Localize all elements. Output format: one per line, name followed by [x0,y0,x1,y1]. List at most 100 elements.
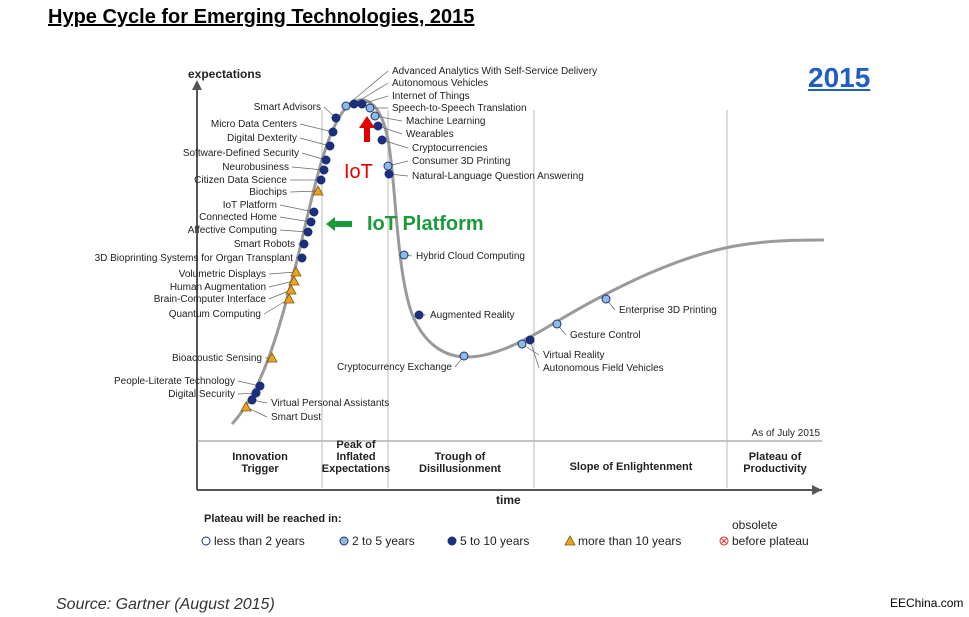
tech-label-people-literate-technology: People-Literate Technology [114,376,235,387]
tech-label-enterprise-3d-printing: Enterprise 3D Printing [619,305,717,316]
year-badge[interactable]: 2015 [808,62,871,93]
y-axis-label: expectations [188,67,262,81]
tech-label-smart-dust: Smart Dust [271,412,321,423]
hype-curve [230,98,825,426]
tech-label-speech-to-speech-translation: Speech-to-Speech Translation [392,103,527,114]
leader-line [279,204,315,213]
tech-marker-volumetric-displays [290,266,302,277]
tech-marker-autonomous-field-vehicles [525,335,535,345]
as-of-label: As of July 2015 [752,428,821,439]
legend-marker-less_than_2 [201,536,211,546]
legend-title: Plateau will be reached in: [204,513,342,525]
y-axis-arrow [192,80,202,90]
tech-label-3d-bioprinting-systems-for-organ-transplant: 3D Bioprinting Systems for Organ Transpl… [95,253,294,264]
tech-label-quantum-computing: Quantum Computing [169,309,261,320]
legend-label-more_than_10: more than 10 years [578,534,681,548]
tech-label-digital-security: Digital Security [168,389,235,400]
leader-line [268,280,295,288]
tech-label-smart-robots: Smart Robots [234,239,295,250]
phase-label: Productivity [743,463,807,475]
tech-marker-micro-data-centers [328,127,338,137]
tech-label-virtual-reality: Virtual Reality [543,350,605,361]
iot-arrow [359,116,375,142]
tech-marker-consumer-3d-printing [383,161,393,171]
tech-label-machine-learning: Machine Learning [406,116,486,127]
tech-marker-virtual-personal-assistants [247,395,257,405]
tech-label-software-defined-security: Software-Defined Security [183,148,299,159]
phase-label: Plateau of [749,451,802,463]
legend-marker-five_to_10 [447,536,457,546]
legend-label-five_to_10: 5 to 10 years [460,534,529,548]
tech-label-autonomous-vehicles: Autonomous Vehicles [392,78,488,89]
tech-marker-enterprise-3d-printing [601,294,611,304]
tech-label-volumetric-displays: Volumetric Displays [179,269,266,280]
tech-label-consumer-3d-printing: Consumer 3D Printing [412,156,510,167]
iot-annotation: IoT [344,161,373,183]
tech-marker-connected-home [306,217,316,227]
phase-label: Innovation [232,451,288,463]
tech-label-advanced-analytics-with-self-service-delivery: Advanced Analytics With Self-Service Del… [392,66,597,77]
tech-marker-3d-bioprinting-systems-for-organ-transplant [297,253,307,263]
tech-marker-citizen-data-science [316,175,326,185]
tech-label-biochips: Biochips [249,187,287,198]
legend-label-obsolete-line2: before plateau [732,534,809,548]
leader-line [289,190,319,193]
leader-line [291,166,325,171]
tech-marker-quantum-computing [283,293,295,304]
tech-label-citizen-data-science: Citizen Data Science [194,175,287,186]
legend-marker-two_to_5 [339,536,349,546]
source-caption: Source: Gartner (August 2015) [56,596,275,613]
tech-marker-neurobusiness [319,165,329,175]
tech-label-neurobusiness: Neurobusiness [222,162,289,173]
tech-marker-digital-security [251,388,261,398]
tech-label-internet-of-things: Internet of Things [392,91,470,102]
tech-label-virtual-personal-assistants: Virtual Personal Assistants [271,398,389,409]
leader-line [279,229,309,233]
tech-label-brain-computer-interface: Brain-Computer Interface [154,294,267,305]
tech-label-hybrid-cloud-computing: Hybrid Cloud Computing [416,251,525,262]
page-title: Hype Cycle for Emerging Technologies, 20… [48,6,475,28]
tech-marker-hybrid-cloud-computing [399,250,409,260]
tech-marker-brain-computer-interface [285,284,297,295]
leader-line [361,95,389,105]
phase-label: Disillusionment [419,463,501,475]
tech-marker-smart-robots [299,239,309,249]
leader-line [374,115,403,122]
tech-marker-smart-dust [240,401,252,412]
tech-marker-autonomous-vehicles [349,99,359,109]
tech-label-cryptocurrency-exchange: Cryptocurrency Exchange [337,362,452,373]
tech-marker-natural-language-question-answering [384,169,394,179]
brand-watermark: EEChina.com [890,596,964,610]
tech-label-iot-platform: IoT Platform [223,200,277,211]
tech-label-wearables: Wearables [406,129,454,140]
legend-label-obsolete: obsolete [732,518,778,532]
tech-marker-smart-advisors [331,113,341,123]
leader-line [299,123,334,133]
tech-marker-digital-dexterity [325,141,335,151]
tech-marker-affective-computing [303,227,313,237]
tech-marker-cryptocurrencies [377,135,387,145]
iot-platform-annotation: IoT Platform [367,213,484,235]
leader-line [299,137,331,147]
tech-marker-people-literate-technology [255,381,265,391]
x-axis-label: time [496,493,521,507]
legend-marker-cross [721,538,727,544]
tech-marker-bioacoustic-sensing [266,352,278,363]
phase-label: Peak of [336,439,375,451]
legend-marker-more_than_10 [564,535,576,546]
phase-label: Trough of [435,451,486,463]
tech-label-augmented-reality: Augmented Reality [430,310,515,321]
tech-label-gesture-control: Gesture Control [570,330,641,341]
legend-label-two_to_5: 2 to 5 years [352,534,415,548]
tech-marker-augmented-reality [414,310,424,320]
tech-marker-biochips [312,185,324,196]
tech-label-autonomous-field-vehicles: Autonomous Field Vehicles [543,363,664,374]
tech-label-digital-dexterity: Digital Dexterity [227,133,297,144]
tech-marker-gesture-control [552,319,562,329]
phase-label: Trigger [241,463,279,475]
tech-label-natural-language-question-answering: Natural-Language Question Answering [412,171,584,182]
phase-label: Slope of Enlightenment [570,461,693,473]
tech-label-cryptocurrencies: Cryptocurrencies [412,143,488,154]
tech-marker-iot-platform [309,207,319,217]
phase-label: Inflated [336,451,375,463]
